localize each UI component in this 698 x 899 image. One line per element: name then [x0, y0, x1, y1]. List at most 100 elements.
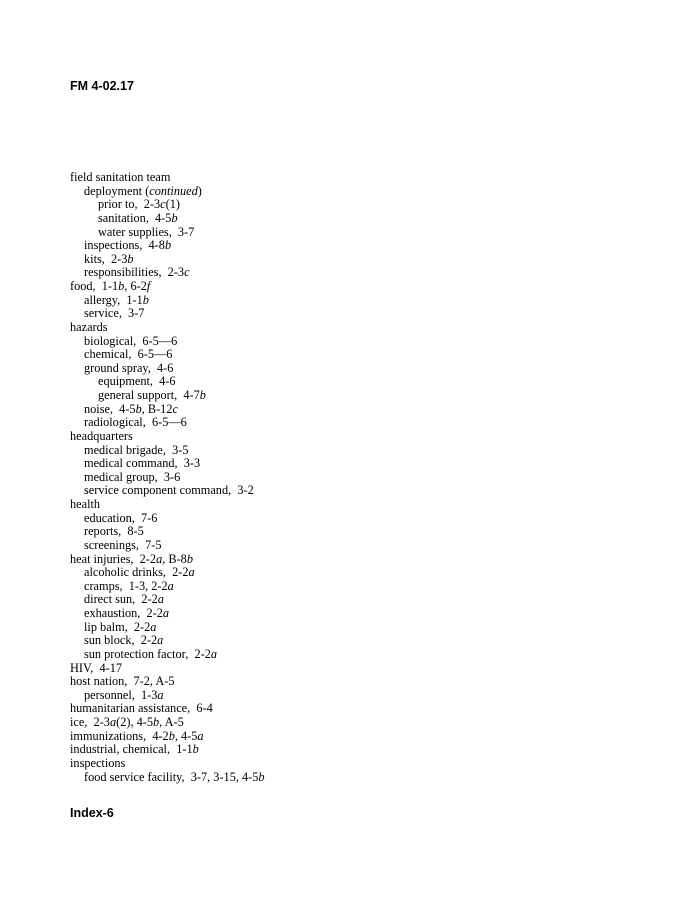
index-subentry: radiological, 6-5—6 — [70, 415, 265, 430]
index-subentry: medical brigade, 3-5 — [70, 442, 265, 458]
index-subentry: food service facility, 3-7, 3-15, 4-5b — [70, 769, 265, 785]
entry-text: service component command, 3-2 — [84, 483, 254, 498]
entry-text: screenings, 7-5 — [84, 537, 162, 552]
index-entry: host nation, 7-2, A-5 — [70, 674, 265, 689]
entry-text: sun block, 2-2 — [84, 633, 158, 648]
index-entry: heat injuries, 2-2a, B-8b — [70, 551, 265, 567]
entry-text: f — [146, 279, 151, 293]
index-subentry: reports, 8-5 — [70, 524, 265, 539]
index-subentry: personnel, 1-3a — [70, 688, 265, 703]
index-entry: field sanitation team — [70, 170, 265, 185]
entry-text: general support, 4-7 — [98, 388, 200, 402]
entry-text: (2), 4-5 — [116, 715, 153, 729]
index-entry: HIV, 4-17 — [70, 660, 265, 676]
index-entry: ice, 2-3a(2), 4-5b, A-5 — [70, 715, 265, 730]
entry-text: food, 1-1 — [70, 279, 119, 293]
entry-text: , B-12 — [141, 401, 173, 416]
index-subentry: deployment (continued) — [70, 183, 265, 199]
page-number: Index-6 — [70, 806, 114, 820]
entry-text: b — [168, 728, 175, 743]
index-subentry: sanitation, 4-5b — [70, 210, 265, 226]
entry-text: radiological, 6-5—6 — [84, 415, 187, 430]
entry-text: biological, 6-5—6 — [84, 333, 178, 348]
entry-text: heat injuries, 2-2 — [70, 551, 157, 566]
index-subentry: chemical, 6-5—6 — [70, 347, 265, 362]
index-subentry: exhaustion, 2-2a — [70, 606, 265, 621]
index-subentry: sun protection factor, 2-2a — [70, 646, 265, 662]
entry-text: medical brigade, 3-5 — [84, 442, 189, 457]
entry-text: ground spray, 4-6 — [84, 360, 174, 375]
index-subentry: cramps, 1-3, 2-2a — [70, 578, 265, 594]
entry-text: c — [172, 401, 178, 416]
entry-text: water supplies, 3-7 — [98, 224, 195, 239]
index-subentry: biological, 6-5—6 — [70, 333, 265, 349]
entry-text: lip balm, 2-2 — [84, 619, 151, 634]
entry-text: food service facility, 3-7, 3-15, 4-5 — [84, 769, 259, 784]
entry-text: reports, 8-5 — [84, 524, 144, 539]
entry-text: b — [258, 769, 265, 784]
index-subentry: kits, 2-3b — [70, 251, 265, 267]
entry-text: sanitation, 4-5 — [98, 210, 172, 225]
entry-text: c — [160, 197, 166, 212]
index-subentry: medical group, 3-6 — [70, 469, 265, 485]
running-head: FM 4-02.17 — [70, 79, 134, 93]
index-subentry: lip balm, 2-2a — [70, 619, 265, 635]
entry-text: a — [109, 715, 117, 729]
entry-text: b — [153, 715, 160, 729]
entry-text: b — [118, 279, 125, 293]
entry-text: a — [197, 728, 204, 743]
index-subentry: screenings, 7-5 — [70, 537, 265, 553]
index-entry: humanitarian assistance, 6-4 — [70, 702, 265, 716]
entry-text: health — [70, 497, 101, 511]
index-subentry: prior to, 2-3c(1) — [70, 197, 265, 212]
index-subentry: medical command, 3-3 — [70, 456, 265, 471]
entry-text: b — [199, 388, 206, 402]
entry-text: ) — [197, 183, 202, 198]
index-subentry: water supplies, 3-7 — [70, 224, 265, 240]
entry-text: a — [210, 646, 218, 661]
entry-text: a — [188, 565, 195, 580]
entry-text: a — [150, 619, 157, 634]
index-entry: headquarters — [70, 428, 265, 444]
entry-text: kits, 2-3 — [84, 251, 128, 266]
index-entry: immunizations, 4-2b, 4-5a — [70, 728, 265, 744]
index-subentry: service component command, 3-2 — [70, 484, 265, 498]
entry-text: hazards — [70, 319, 108, 334]
entry-text: HIV, 4-17 — [70, 660, 123, 675]
entry-text: medical command, 3-3 — [84, 456, 201, 471]
entry-text: b — [127, 251, 134, 266]
entry-text: service, 3-7 — [84, 306, 145, 321]
entry-text: responsibilities, 2-3 — [84, 265, 185, 280]
index-subentry: alcoholic drinks, 2-2a — [70, 565, 265, 580]
entry-text: noise, 4-5 — [84, 401, 136, 416]
entry-text: education, 7-6 — [84, 510, 158, 525]
entry-text: allergy, 1-1 — [84, 292, 143, 307]
index-entry: food, 1-1b, 6-2f — [70, 279, 265, 294]
entry-text: industrial, chemical, 1-1 — [70, 742, 193, 757]
entry-text: alcoholic drinks, 2-2 — [84, 565, 189, 580]
entry-text: equipment, 4-6 — [98, 374, 176, 389]
entry-text: exhaustion, 2-2 — [84, 606, 163, 620]
entry-text: , A-5 — [159, 715, 184, 729]
index-subentry: education, 7-6 — [70, 510, 265, 526]
index-subentry: noise, 4-5b, B-12c — [70, 401, 265, 417]
entry-text: medical group, 3-6 — [84, 469, 181, 484]
index-subentry: direct sun, 2-2a — [70, 593, 265, 607]
entry-text: a — [156, 551, 163, 566]
entry-text: a — [167, 578, 174, 593]
entry-text: (1) — [165, 197, 180, 212]
entry-text: , 4-5 — [174, 728, 198, 743]
entry-text: headquarters — [70, 428, 133, 443]
entry-text: cramps, 1-3, 2-2 — [84, 578, 168, 593]
index-subentry: general support, 4-7b — [70, 388, 265, 403]
entry-text: field sanitation team — [70, 170, 171, 184]
entry-text: chemical, 6-5—6 — [84, 347, 173, 362]
index-subentry: responsibilities, 2-3c — [70, 266, 265, 280]
entry-text: b — [135, 401, 142, 416]
entry-text: prior to, 2-3 — [98, 197, 161, 212]
index-entry: industrial, chemical, 1-1b — [70, 742, 265, 757]
entry-text: immunizations, 4-2 — [70, 728, 169, 743]
index-subentry: service, 3-7 — [70, 306, 265, 321]
entry-text: deployment ( — [84, 183, 150, 198]
entry-text: b — [142, 292, 149, 307]
